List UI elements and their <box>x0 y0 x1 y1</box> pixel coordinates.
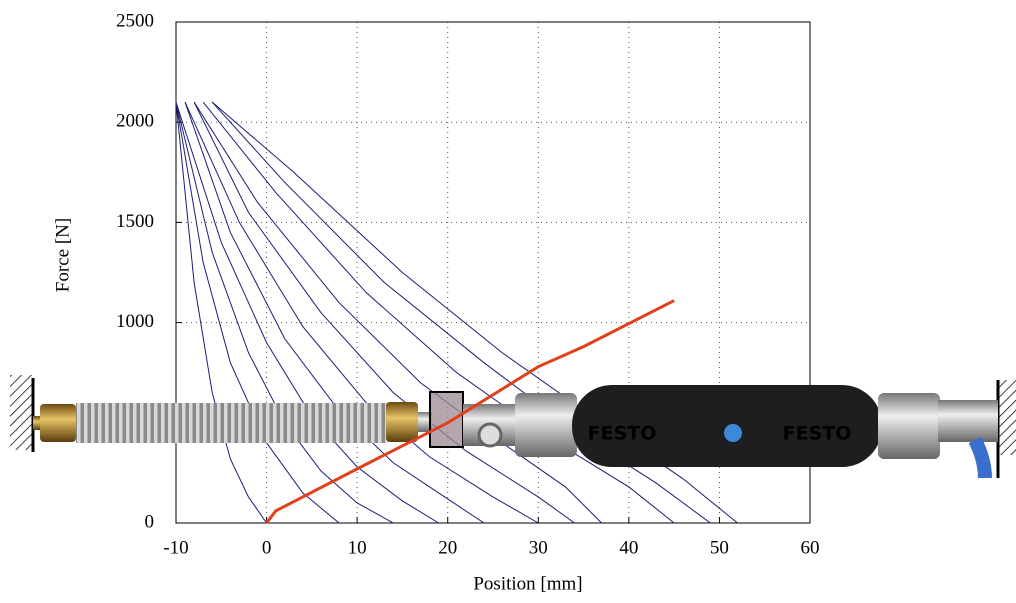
x-tick-label: 20 <box>438 537 457 558</box>
series-line <box>175 102 439 524</box>
x-tick-label: 50 <box>710 537 729 558</box>
x-axis-label: Position [mm] <box>473 573 582 594</box>
y-tick-label: 2500 <box>116 10 154 31</box>
x-tick-label: 10 <box>348 537 367 558</box>
series-line <box>265 299 675 524</box>
series-line <box>175 102 340 524</box>
x-tick-label: 30 <box>529 537 548 558</box>
x-tick-label: -10 <box>163 537 188 558</box>
series-line <box>202 101 675 524</box>
x-tick-label: 60 <box>801 537 820 558</box>
label-festo: FESTO <box>588 423 657 445</box>
y-axis-label: Force [N] <box>52 218 73 292</box>
y-tick-label: 0 <box>145 511 155 532</box>
series-line <box>184 101 539 524</box>
label-festo: FESTO <box>783 423 852 445</box>
plot-frame <box>175 21 811 524</box>
series-line <box>211 101 711 524</box>
series-line <box>193 101 575 524</box>
y-tick-label: 2000 <box>116 111 154 132</box>
y-tick-label: 1000 <box>116 311 154 332</box>
x-tick-label: 0 <box>262 537 272 558</box>
actuator-photo: FESTO FESTO <box>10 375 1016 479</box>
x-tick-label: 40 <box>619 537 638 558</box>
series-line <box>184 101 485 524</box>
series-line <box>211 101 738 524</box>
series-line <box>193 101 603 524</box>
y-tick-label: 1500 <box>116 211 154 232</box>
series-line <box>175 102 394 524</box>
